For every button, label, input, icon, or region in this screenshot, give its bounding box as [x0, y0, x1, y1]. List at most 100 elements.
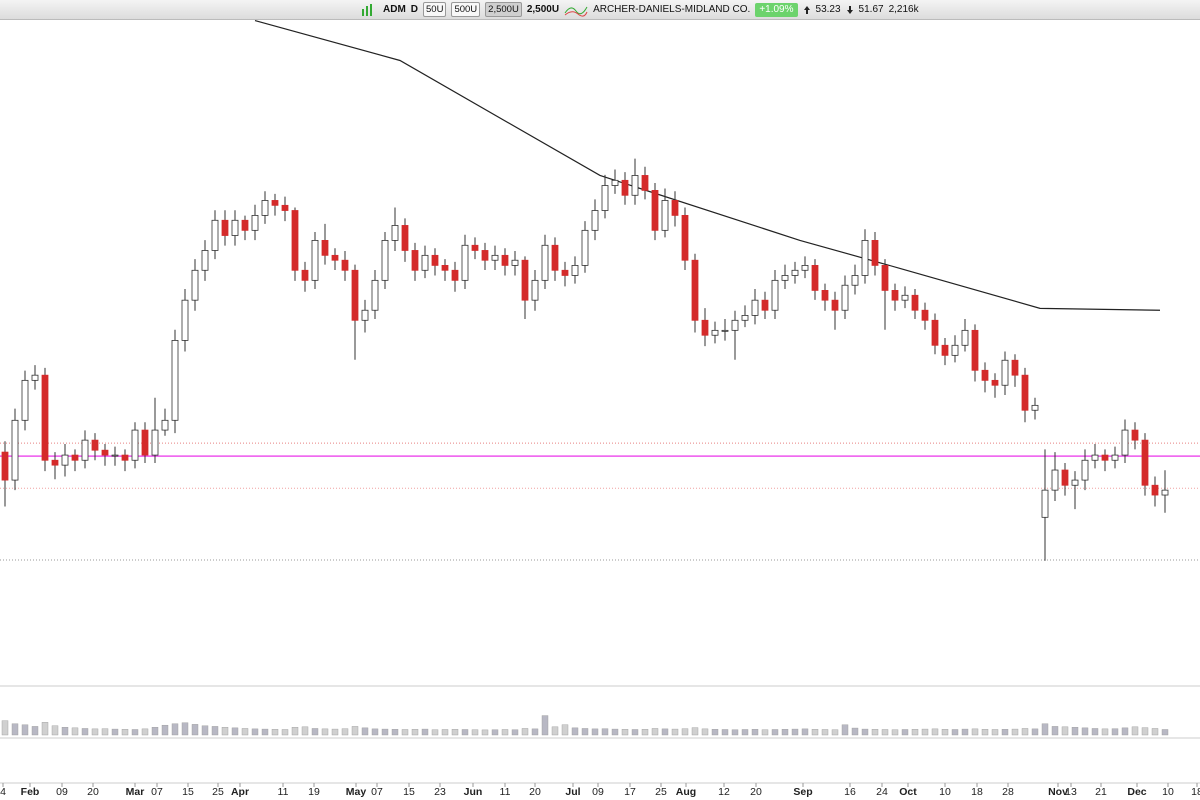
candle-body — [261, 200, 269, 216]
volume-bar — [671, 728, 679, 736]
range-button[interactable]: 500U — [451, 2, 481, 17]
day-low: 51.67 — [858, 4, 884, 15]
candle-body — [831, 299, 839, 311]
x-tick-label: 23 — [434, 786, 446, 798]
candle-body — [541, 244, 549, 281]
volume-bar — [181, 722, 189, 736]
candle-body — [1081, 459, 1089, 481]
volume-bar — [421, 728, 429, 736]
candle-body — [671, 200, 679, 216]
x-tick-label: 09 — [592, 786, 604, 798]
moving-average — [254, 19, 1161, 311]
candle-body — [861, 239, 869, 276]
candle-body — [241, 219, 249, 231]
x-tick-label: 21 — [1095, 786, 1107, 798]
candle-body — [331, 254, 339, 261]
range-button[interactable]: 50U — [423, 2, 447, 17]
x-tick-label: 24 — [876, 786, 888, 798]
volume-bar — [961, 728, 969, 736]
volume-bar — [361, 727, 369, 736]
chart-style-icon[interactable] — [360, 3, 378, 17]
candle-body — [1001, 359, 1009, 386]
volume-bar — [791, 728, 799, 736]
candle-body — [341, 259, 349, 271]
volume-bar — [191, 724, 199, 736]
volume-bar — [101, 728, 109, 736]
candle-body — [1071, 479, 1079, 486]
candle-body — [201, 250, 209, 271]
candle-body — [511, 259, 519, 266]
candle-body — [61, 454, 69, 466]
candle-body — [751, 299, 759, 316]
volume-bar — [591, 728, 599, 736]
volume-bar — [151, 727, 159, 736]
candle-body — [401, 225, 409, 251]
volume-bar — [981, 729, 989, 736]
candle-body — [921, 309, 929, 321]
candle-body — [651, 189, 659, 231]
x-tick-label: 17 — [624, 786, 636, 798]
candle-body — [491, 254, 499, 261]
candle-body — [611, 179, 619, 186]
range-button[interactable]: 2,500U — [485, 2, 522, 17]
symbol[interactable]: ADM — [383, 4, 406, 15]
x-tick-label: Nov — [1048, 786, 1068, 798]
candle-body — [381, 239, 389, 281]
volume-bar — [901, 729, 909, 736]
volume-bar — [551, 726, 559, 736]
volume-bar — [1081, 727, 1089, 736]
volume-bar — [991, 729, 999, 736]
volume-bar — [871, 729, 879, 736]
x-tick-label: Apr — [231, 786, 249, 798]
range-select[interactable]: 2,500U — [526, 4, 560, 15]
candle-body — [131, 429, 139, 461]
candle-body — [781, 275, 789, 281]
candle-body — [211, 219, 219, 251]
volume-bar — [331, 728, 339, 736]
volume-bar — [81, 728, 89, 736]
candle-body — [561, 269, 569, 276]
period[interactable]: D — [410, 4, 419, 15]
volume-bar — [491, 729, 499, 736]
day-high: 53.23 — [815, 4, 841, 15]
volume-bar — [641, 729, 649, 736]
candle-body — [571, 265, 579, 276]
volume-bar — [1121, 727, 1129, 736]
candle-body — [591, 210, 599, 231]
volume-bar — [391, 729, 399, 736]
volume-bar — [851, 727, 859, 736]
candle-body — [481, 250, 489, 261]
x-tick-label: Oct — [899, 786, 917, 798]
volume-bar — [1131, 726, 1139, 736]
candle-body — [11, 419, 19, 481]
candle-body — [1091, 454, 1099, 461]
candle-body — [1051, 469, 1059, 491]
volume-bar — [431, 729, 439, 736]
volume-bar — [881, 729, 889, 736]
volume-bar — [281, 729, 289, 736]
candle-body — [31, 374, 39, 381]
candle-body — [501, 254, 509, 266]
candle-body — [471, 244, 479, 251]
candle-body — [1041, 489, 1049, 518]
candle-body — [391, 225, 399, 241]
x-tick-label: 12 — [718, 786, 730, 798]
x-tick-label: 18 — [971, 786, 983, 798]
candle-body — [871, 239, 879, 266]
candle-body — [181, 299, 189, 341]
volume-bar — [781, 729, 789, 736]
candle-body — [81, 439, 89, 461]
candle-body — [91, 439, 99, 451]
volume-bar — [351, 726, 359, 736]
volume-bar — [1141, 727, 1149, 736]
up-arrow — [803, 5, 810, 14]
candle-body — [961, 329, 969, 346]
volume-bar — [471, 729, 479, 736]
volume-bar — [841, 724, 849, 736]
volume-bar — [941, 729, 949, 736]
indicator-icon[interactable] — [564, 3, 588, 17]
volume-bar — [531, 728, 539, 736]
volume-bar — [111, 728, 119, 736]
volume-bar — [761, 729, 769, 736]
volume-bar — [171, 723, 179, 736]
